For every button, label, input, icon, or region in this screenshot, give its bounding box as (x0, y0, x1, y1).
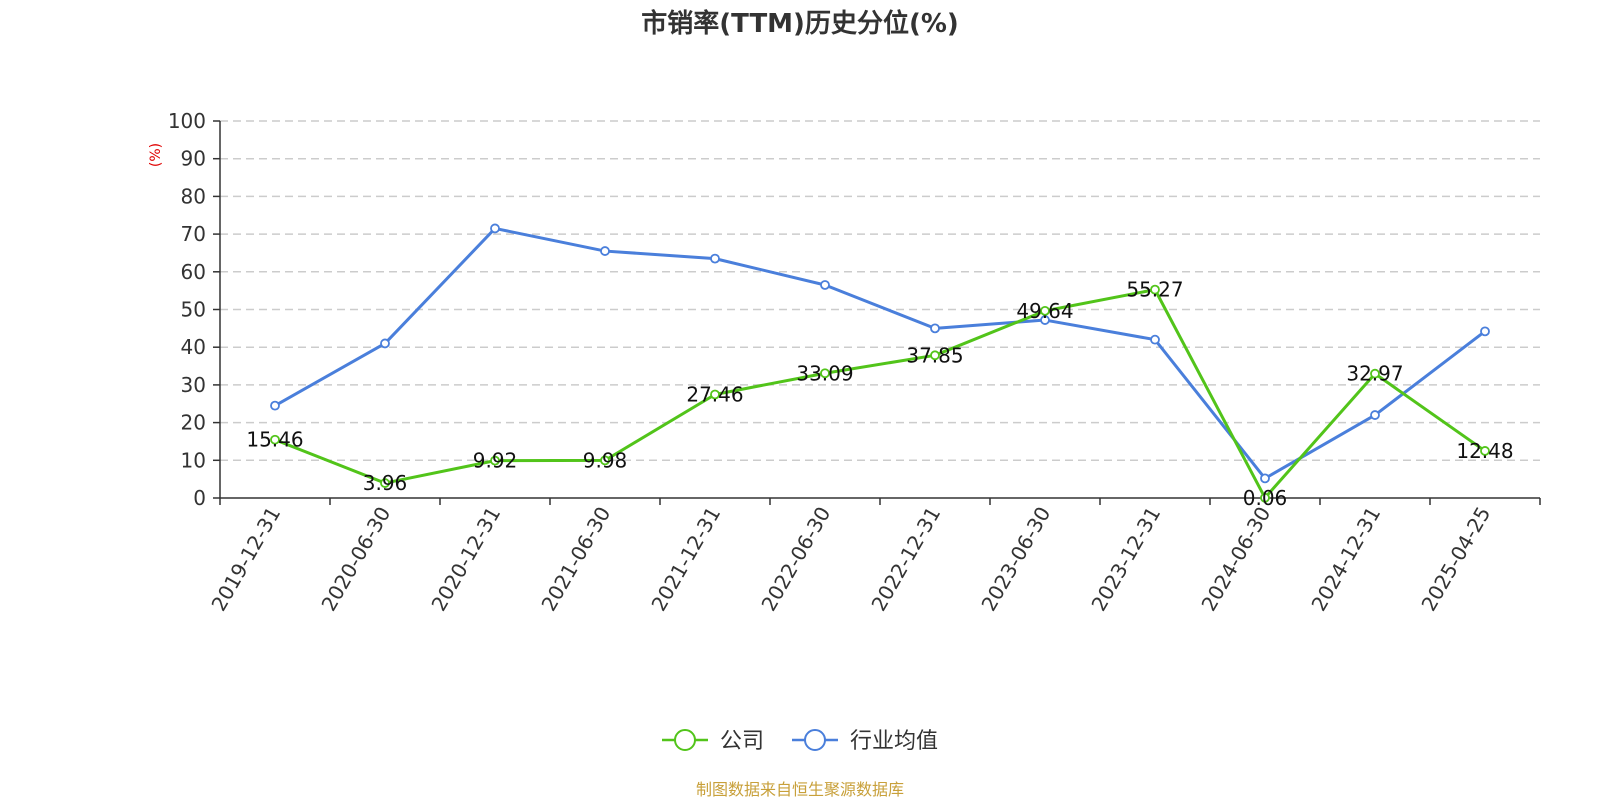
x-tick-labels: 2019-12-31 2020-06-30 2020-12-31 2021-06-30… (206, 503, 1495, 616)
y-tick-label: 20 (181, 411, 206, 435)
y-tick-labels: 0 10 20 30 40 50 60 70 80 90 100 (168, 109, 206, 510)
data-point (1150, 334, 1160, 345)
data-labels: 15.46 3.96 9.92 9.98 27.46 33.09 37.85 49.64 55.… (246, 278, 1513, 510)
data-point (600, 455, 610, 466)
x-tick-label: 2020-06-30 (316, 503, 395, 616)
legend-marker (804, 729, 826, 751)
y-tick-label: 50 (181, 298, 206, 322)
source-note: 制图数据来自恒生聚源数据库 (696, 780, 904, 799)
x-tick-label: 2025-04-25 (1416, 503, 1495, 616)
data-label: 9.98 (583, 448, 628, 472)
data-point (1480, 446, 1490, 456)
y-tick-label: 100 (168, 109, 206, 133)
data-point (1260, 492, 1270, 503)
legend-marker (674, 729, 696, 751)
y-tick-label: 90 (181, 147, 206, 171)
data-point (930, 323, 940, 334)
data-point (270, 400, 280, 411)
data-point (490, 455, 500, 466)
chart-title: 市销率(TTM)历史分位(%) (641, 8, 959, 39)
y-tick-label: 60 (181, 260, 206, 284)
data-label: 12.48 (1456, 439, 1513, 463)
x-tick-label: 2021-06-30 (536, 503, 615, 616)
data-point (600, 246, 610, 256)
x-tick-label: 2023-06-30 (976, 503, 1055, 616)
data-point (270, 434, 280, 445)
x-tick-label: 2024-12-31 (1306, 503, 1385, 616)
data-point (930, 350, 940, 361)
x-tick-label: 2022-12-31 (866, 503, 945, 616)
series-line (274, 226, 1486, 480)
data-point (1150, 284, 1160, 295)
data-label: 32.97 (1346, 362, 1403, 386)
x-tick-label: 2021-12-31 (646, 503, 725, 616)
y-tick-label: 70 (181, 222, 206, 246)
data-label: 37.85 (906, 343, 963, 367)
data-label: 9.92 (473, 449, 518, 473)
y-axis-label: (%) (148, 143, 164, 167)
x-tick-label: 2019-12-31 (206, 503, 285, 616)
data-point (490, 223, 500, 234)
data-point (1040, 315, 1050, 325)
data-point (820, 368, 830, 379)
series-group (270, 223, 1490, 503)
data-point (1260, 473, 1270, 484)
data-label: 15.46 (246, 428, 303, 452)
y-tick-label: 40 (181, 335, 206, 359)
x-tick-label: 2020-12-31 (426, 503, 505, 616)
y-tick-label: 30 (181, 373, 206, 397)
data-label: 0.06 (1243, 486, 1288, 510)
data-point (380, 478, 390, 488)
data-label: 33.09 (796, 361, 853, 385)
data-point (380, 338, 390, 349)
series-line (274, 288, 1486, 500)
data-label: 49.64 (1016, 299, 1073, 323)
legend-label: 行业均值 (850, 729, 938, 754)
x-tick-label: 2023-12-31 (1086, 503, 1165, 616)
data-label: 3.96 (363, 471, 408, 495)
x-tick-label: 2024-06-30 (1196, 503, 1275, 616)
axes (213, 120, 1541, 505)
y-tick-label: 80 (181, 184, 206, 208)
x-tick-label: 2022-06-30 (756, 503, 835, 616)
data-point (710, 253, 720, 264)
y-tick-label: 10 (181, 448, 206, 472)
data-point (710, 389, 720, 400)
data-point (1480, 326, 1490, 337)
data-point (1370, 410, 1380, 420)
data-label: 27.46 (686, 382, 743, 406)
data-point (820, 280, 830, 290)
data-point (1040, 305, 1050, 316)
data-point (1370, 368, 1380, 379)
legend[interactable]: 公司 行业均值 (662, 729, 938, 754)
legend-label: 公司 (720, 729, 764, 754)
data-label: 55.27 (1126, 278, 1183, 302)
y-tick-label: 0 (193, 486, 206, 510)
